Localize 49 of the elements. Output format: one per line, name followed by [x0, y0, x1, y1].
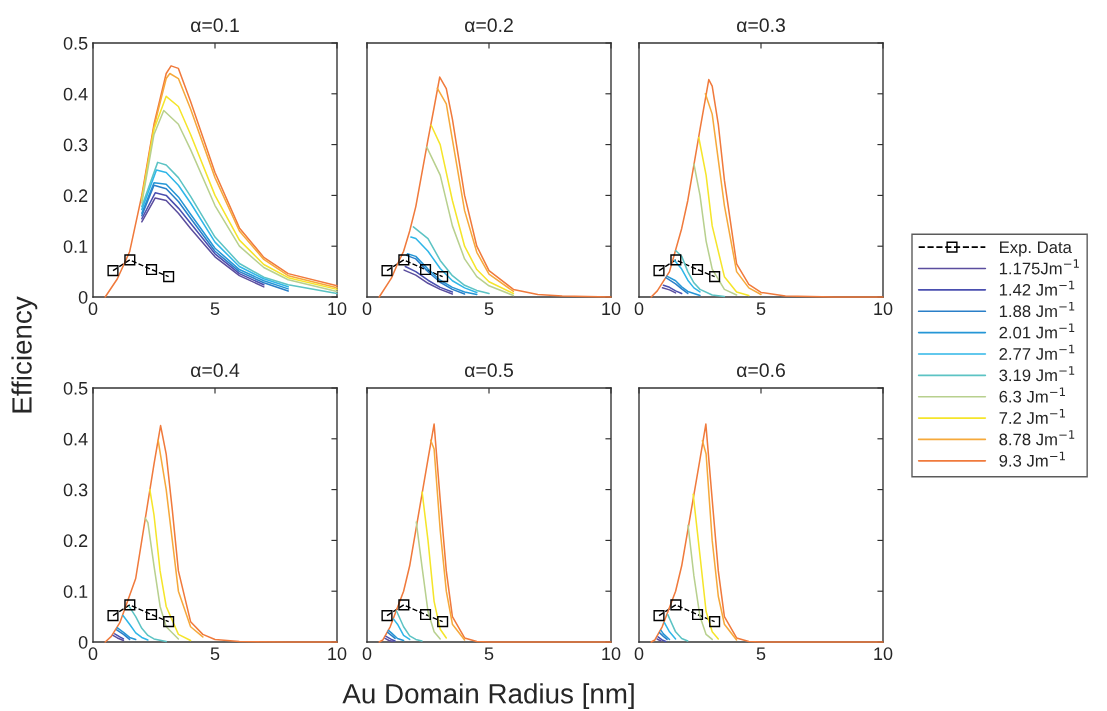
legend-label: 9.3 Jm$^{−1}$ — [999, 451, 1065, 467]
x-tick-label: 10 — [602, 647, 621, 661]
legend-label: 3.19 Jm$^{−1}$ — [999, 366, 1075, 382]
chart-title: α=0.6 — [737, 363, 785, 378]
x-tick-label: 5 — [484, 302, 494, 316]
x-tick-label: 0 — [634, 302, 644, 316]
y-tick-label: 0.1 — [63, 585, 88, 598]
x-tick-label: 10 — [328, 302, 347, 316]
x-tick-label: 5 — [484, 647, 494, 661]
x-tick-label: 5 — [210, 302, 220, 316]
legend-label: 8.78 Jm$^{−1}$ — [999, 430, 1075, 446]
chart-title: α=0.1 — [191, 18, 239, 33]
y-tick-label: 0.3 — [63, 138, 88, 152]
x-tick-label: 0 — [362, 647, 372, 661]
y-axis-title: Efficiency — [11, 296, 38, 413]
x-tick-label: 0 — [88, 647, 98, 661]
x-axis-title: Au Domain Radius [nm] — [342, 683, 634, 710]
x-tick-label: 10 — [874, 647, 893, 661]
y-tick-label: 0.2 — [63, 534, 88, 548]
x-tick-label: 0 — [634, 647, 644, 661]
y-tick-label: 0.1 — [63, 240, 88, 253]
x-tick-label: 10 — [328, 647, 347, 661]
y-tick-label: 0.4 — [63, 432, 88, 446]
legend-label: 6.3 Jm$^{−1}$ — [999, 387, 1065, 403]
y-tick-label: 0.5 — [63, 381, 88, 395]
x-tick-label: 10 — [874, 302, 893, 316]
chart-title: α=0.3 — [737, 18, 785, 33]
chart-title: α=0.5 — [465, 363, 513, 378]
y-tick-label: 0 — [78, 290, 88, 304]
legend-label: 1.42 Jm$^{−1}$ — [999, 280, 1075, 296]
x-tick-label: 5 — [210, 647, 220, 661]
legend-label: 1.175Jm$^{−1}$ — [999, 259, 1079, 275]
x-tick-label: 10 — [602, 302, 621, 316]
x-tick-label: 5 — [756, 302, 766, 316]
legend-label: 7.2 Jm$^{−1}$ — [999, 408, 1065, 424]
y-tick-label: 0.5 — [63, 36, 88, 50]
x-tick-label: 0 — [88, 302, 98, 316]
legend-label: 2.77 Jm$^{−1}$ — [999, 344, 1075, 360]
legend-label: 1.88 Jm$^{−1}$ — [999, 302, 1075, 318]
x-tick-label: 5 — [756, 647, 766, 661]
y-tick-label: 0.3 — [63, 483, 88, 497]
y-tick-label: 0.2 — [63, 189, 88, 203]
legend-label: Exp. Data — [1000, 241, 1072, 257]
chart-title: α=0.4 — [191, 363, 240, 378]
x-tick-label: 0 — [362, 302, 372, 316]
y-tick-label: 0.4 — [63, 87, 88, 101]
chart-title: α=0.2 — [465, 18, 513, 33]
legend-label: 2.01 Jm$^{−1}$ — [999, 323, 1075, 339]
y-tick-label: 0 — [78, 635, 88, 649]
